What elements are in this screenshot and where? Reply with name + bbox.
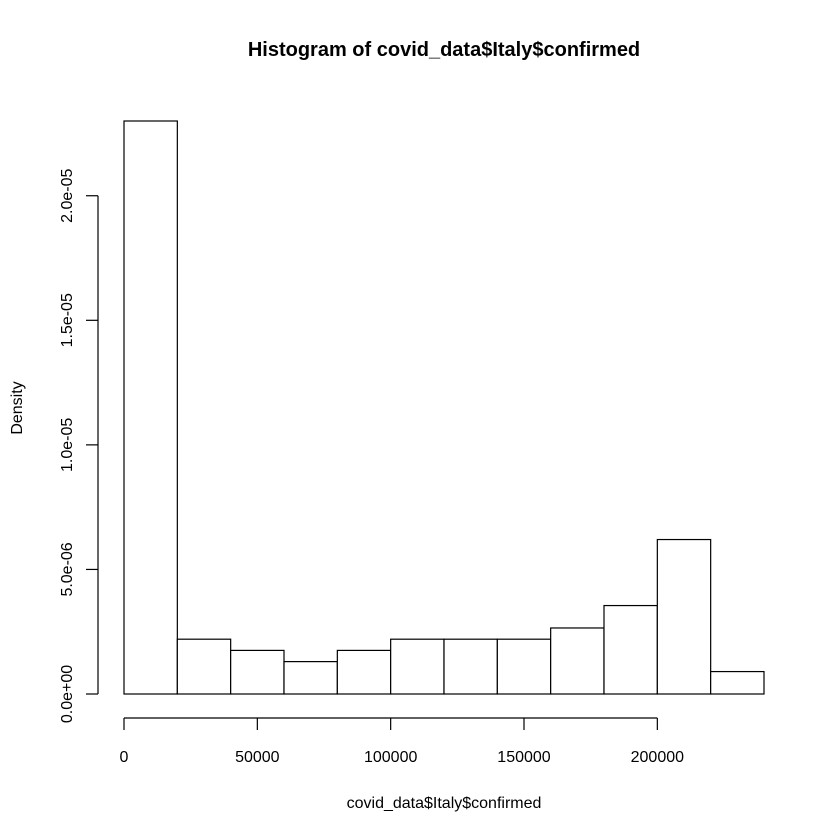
histogram-bar-10 [603,604,658,695]
y-tick-label-0.0e+00: 0.0e+00 [59,665,76,723]
x-tick-label-150000: 150000 [497,749,550,766]
x-axis: 0 50000 100000 150000 200000 [120,717,684,766]
x-tick-label-200000: 200000 [631,749,684,766]
histogram-bar-3 [230,649,285,695]
histogram-bar-4 [283,661,338,695]
histogram-bar-2 [176,638,232,695]
histogram-bar-8 [496,638,552,695]
y-axis: 0.0e+00 5.0e-06 1.0e-05 1.5e-05 2.0e-05 [59,169,99,723]
y-axis-label: Density [9,381,26,434]
histogram-bar-7 [443,638,498,695]
histogram-bar-9 [550,627,605,695]
y-tick-label-5.0e-06: 5.0e-06 [59,542,76,596]
histogram-bar-11 [656,538,712,695]
histogram-bar-6 [390,638,445,695]
histogram-bar-1 [123,120,178,695]
y-tick-label-2.0e-05: 2.0e-05 [59,169,76,223]
histogram-bar-12 [710,670,765,695]
histogram-bars [123,120,765,695]
x-tick-label-50000: 50000 [235,749,280,766]
chart-title: Histogram of covid_data$Italy$confirmed [248,39,640,61]
x-tick-label-0: 0 [120,749,129,766]
x-tick-label-100000: 100000 [364,749,417,766]
y-tick-label-1.0e-05: 1.0e-05 [59,418,76,472]
y-tick-label-1.5e-05: 1.5e-05 [59,293,76,347]
x-axis-label: covid_data$Italy$confirmed [347,795,542,812]
histogram-bar-5 [336,649,392,695]
